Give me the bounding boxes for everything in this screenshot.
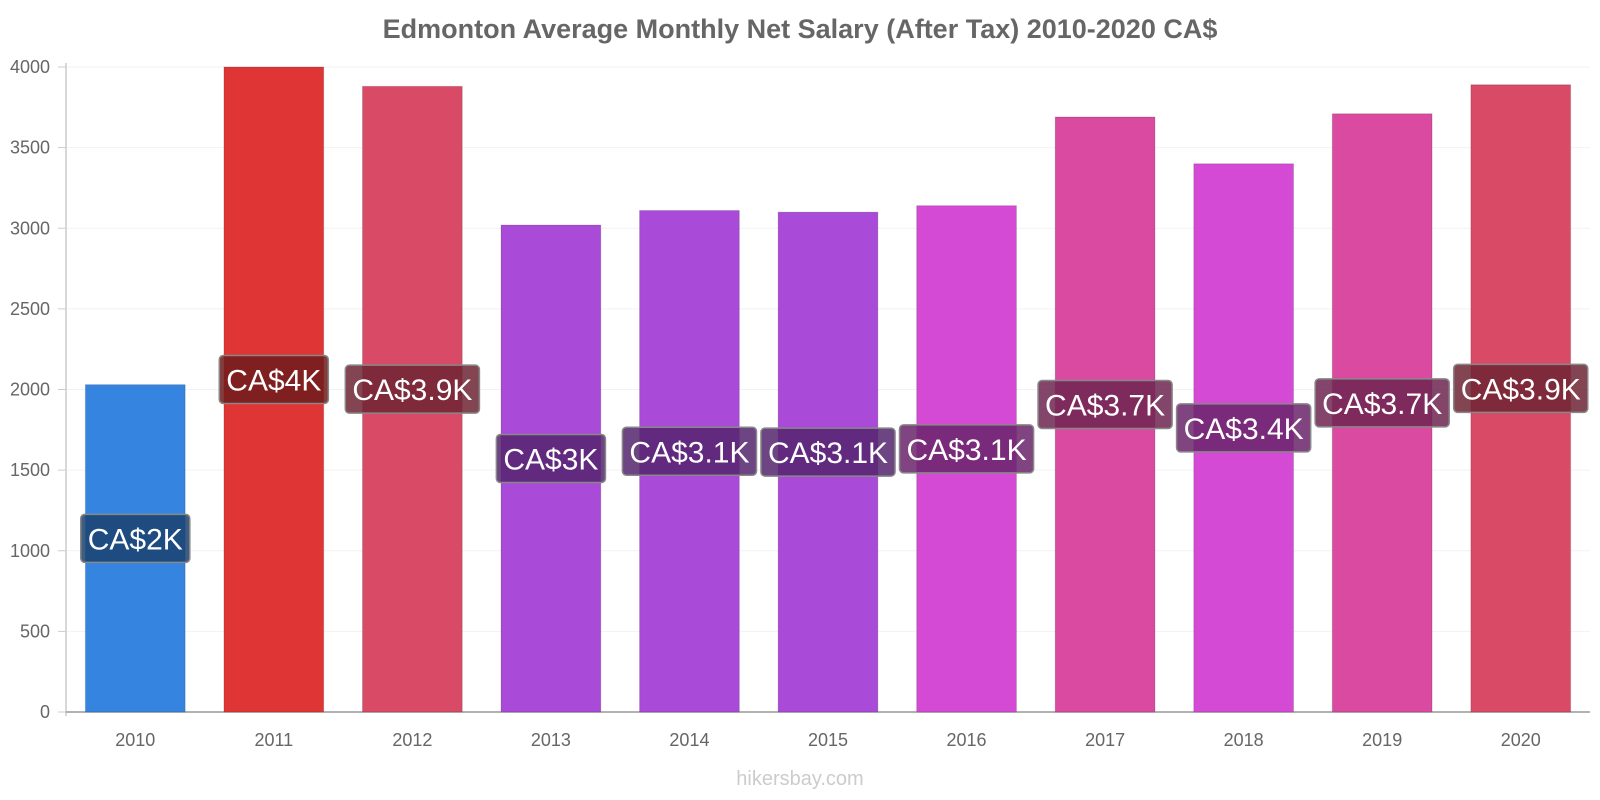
- data-label-2019: CA$3.7K: [1314, 378, 1450, 428]
- data-label-box: [898, 424, 1035, 474]
- data-label-box: [1452, 363, 1589, 414]
- y-tick-label: 0: [40, 702, 50, 722]
- data-label-box: [760, 427, 896, 477]
- data-label-2016: CA$3.1K: [898, 424, 1035, 474]
- x-tick-label: 2015: [808, 730, 848, 750]
- y-tick-label: 2500: [10, 299, 50, 319]
- data-label-text: CA$3.7K: [1045, 389, 1165, 422]
- y-tick-label: 4000: [10, 57, 50, 77]
- data-label-box: [1037, 379, 1173, 430]
- data-label-2013: CA$3K: [495, 433, 607, 484]
- y-tick-label: 1000: [10, 541, 50, 561]
- data-label-text: CA$3.7K: [1322, 388, 1442, 421]
- data-label-2012: CA$3.9K: [344, 364, 481, 414]
- data-label-2010: CA$2K: [79, 513, 191, 564]
- data-label-text: CA$3.9K: [352, 374, 472, 407]
- y-tick-label: 2000: [10, 380, 50, 400]
- y-tick-label: 3500: [10, 138, 50, 158]
- data-label-box: [344, 364, 481, 414]
- x-tick-label: 2019: [1362, 730, 1402, 750]
- x-tick-label: 2018: [1224, 730, 1264, 750]
- data-label-text: CA$3.4K: [1184, 413, 1304, 446]
- data-label-2011: CA$4K: [218, 354, 330, 405]
- data-label-text: CA$3.1K: [629, 436, 749, 469]
- x-tick-label: 2017: [1085, 730, 1125, 750]
- y-tick-label: 500: [20, 621, 50, 641]
- data-label-2015: CA$3.1K: [760, 427, 896, 477]
- x-tick-label: 2013: [531, 730, 571, 750]
- data-label-2018: CA$3.4K: [1175, 403, 1312, 453]
- x-tick-label: 2012: [392, 730, 432, 750]
- x-tick-label: 2014: [669, 730, 709, 750]
- data-label-box: [79, 513, 191, 564]
- data-labels: CA$2K CA$4K CA$3.9K CA$3K CA$3.1K CA$3.1K CA$3…: [79, 354, 1589, 564]
- data-label-box: [495, 433, 607, 484]
- data-label-text: CA$3.1K: [768, 437, 888, 470]
- data-label-text: CA$2K: [88, 523, 183, 556]
- data-label-text: CA$3.1K: [907, 434, 1027, 467]
- data-label-text: CA$4K: [226, 365, 321, 398]
- data-label-text: CA$3K: [503, 444, 598, 477]
- x-tick-label: 2020: [1501, 730, 1541, 750]
- data-label-2020: CA$3.9K: [1452, 363, 1589, 414]
- data-label-box: [1175, 403, 1312, 453]
- x-tick-label: 2011: [254, 730, 293, 750]
- data-label-box: [621, 426, 758, 477]
- data-label-box: [1314, 378, 1450, 428]
- y-tick-labels: 0 500 1000 1500 2000 2500 3000 3500 4000: [10, 57, 66, 722]
- y-tick-label: 1500: [10, 460, 50, 480]
- x-tick-labels: 2010 2011 2012 2013 2014 2015 2016 2017 2018 2019…: [115, 730, 1541, 750]
- data-label-text: CA$3.9K: [1461, 373, 1581, 406]
- watermark: hikersbay.com: [736, 768, 864, 790]
- data-label-2014: CA$3.1K: [621, 426, 758, 477]
- y-tick-label: 3000: [10, 218, 50, 238]
- chart-title: Edmonton Average Monthly Net Salary (Aft…: [382, 14, 1218, 44]
- x-tick-label: 2010: [115, 730, 155, 750]
- data-label-2017: CA$3.7K: [1037, 379, 1173, 430]
- data-label-box: [218, 354, 330, 405]
- x-tick-label: 2016: [947, 730, 987, 750]
